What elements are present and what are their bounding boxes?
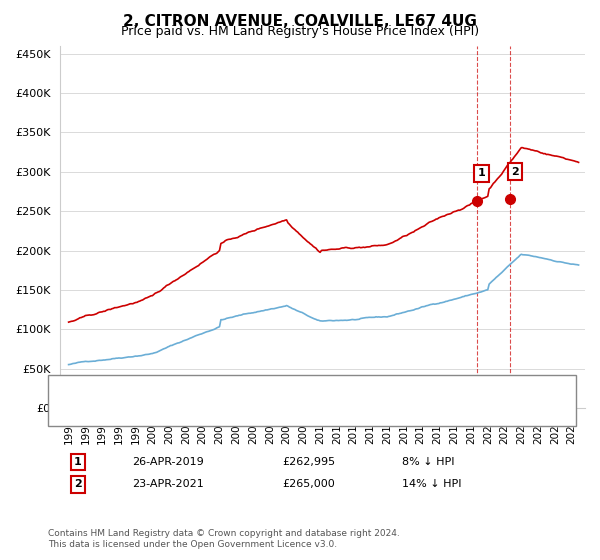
Text: 2: 2	[511, 167, 519, 177]
Text: HPI: Average price, detached house, North West Leicestershire: HPI: Average price, detached house, Nort…	[132, 401, 460, 411]
Text: 2, CITRON AVENUE, COALVILLE, LE67 4UG (detached house): 2, CITRON AVENUE, COALVILLE, LE67 4UG (d…	[132, 381, 445, 391]
Text: 23-APR-2021: 23-APR-2021	[132, 479, 204, 489]
Text: ─────: ─────	[78, 399, 115, 413]
Text: 14% ↓ HPI: 14% ↓ HPI	[402, 479, 461, 489]
Text: 8% ↓ HPI: 8% ↓ HPI	[402, 457, 455, 467]
Text: Contains HM Land Registry data © Crown copyright and database right 2024.
This d: Contains HM Land Registry data © Crown c…	[48, 529, 400, 549]
Text: £262,995: £262,995	[282, 457, 335, 467]
Text: 1: 1	[478, 169, 485, 178]
Text: 1: 1	[74, 457, 82, 467]
Text: Price paid vs. HM Land Registry's House Price Index (HPI): Price paid vs. HM Land Registry's House …	[121, 25, 479, 38]
Text: 2: 2	[74, 479, 82, 489]
Text: ─────: ─────	[78, 380, 115, 393]
Text: 2, CITRON AVENUE, COALVILLE, LE67 4UG: 2, CITRON AVENUE, COALVILLE, LE67 4UG	[123, 14, 477, 29]
Text: 26-APR-2019: 26-APR-2019	[132, 457, 204, 467]
Text: £265,000: £265,000	[282, 479, 335, 489]
